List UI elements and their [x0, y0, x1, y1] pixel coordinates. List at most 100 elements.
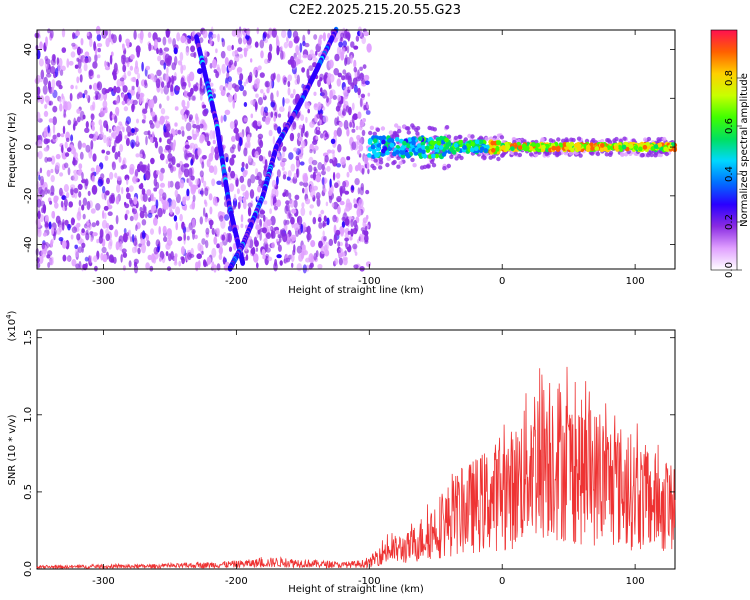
heatmap-noise-cell	[162, 225, 167, 234]
heatmap-noise-cell	[285, 257, 291, 263]
heatmap-noise-cell	[133, 196, 138, 205]
heatmap-noise-cell	[118, 155, 122, 163]
heatmap-noise-cell	[298, 136, 303, 142]
heatmap-noise-cell	[84, 256, 89, 262]
heatmap-noise-cell	[174, 254, 178, 264]
heatmap-noise-cell	[216, 263, 221, 271]
heatmap-noise-cell	[49, 29, 54, 39]
heatmap-carrier-core-cell	[490, 140, 496, 146]
heatmap-noise-cell	[157, 207, 163, 218]
heatmap-noise-cell	[52, 105, 58, 113]
heatmap-noise-cell	[190, 175, 195, 181]
heatmap-noise-cell	[321, 163, 325, 171]
heatmap-noise-cell	[270, 196, 274, 207]
heatmap-noise-cell	[46, 157, 53, 162]
heatmap-noise-cell	[356, 239, 360, 244]
heatmap-noise-cell	[273, 124, 278, 131]
heatmap-noise-cell	[263, 241, 269, 250]
heatmap-noise-cell	[259, 208, 265, 219]
heatmap-noise-cell	[342, 69, 347, 75]
heatmap-carrier-core-cell	[603, 146, 608, 152]
heatmap-noise-cell	[282, 232, 288, 243]
y-tick-label: 0.5	[23, 484, 34, 500]
heatmap-noise-cell	[270, 73, 276, 82]
heatmap-noise-cell	[153, 187, 158, 192]
heatmap-noise-cell	[44, 104, 48, 109]
heatmap-noise-cell	[270, 215, 276, 226]
heatmap-noise-cell	[245, 141, 250, 148]
heatmap-carrier-core-cell	[436, 140, 442, 146]
heatmap-noise-cell	[122, 85, 128, 93]
heatmap-noise-cell	[127, 132, 131, 137]
heatmap-noise-cell	[348, 85, 352, 91]
heatmap-carrier-halo-cell	[499, 135, 505, 140]
heatmap-noise-cell	[307, 108, 311, 114]
heatmap-noise-cell	[235, 132, 240, 142]
heatmap-carrier-core-cell	[407, 137, 413, 143]
heatmap-noise-cell	[178, 169, 182, 179]
heatmap-noise-cell	[102, 185, 106, 194]
heatmap-carrier-core-cell	[474, 139, 480, 145]
heatmap-noise-cell	[61, 47, 67, 53]
heatmap-noise-cell	[342, 180, 347, 188]
heatmap-noise-cell	[50, 239, 53, 248]
heatmap-noise-cell	[357, 87, 361, 96]
heatmap-noise-cell	[113, 62, 118, 73]
heatmap-noise-cell	[62, 96, 66, 105]
heatmap-noise-cell	[361, 36, 367, 45]
heatmap-noise-cell	[269, 208, 272, 215]
heatmap-noise-cell	[275, 188, 279, 198]
heatmap-noise-cell	[76, 108, 81, 114]
heatmap-noise-cell	[253, 253, 259, 263]
heatmap-noise-cell	[142, 108, 148, 114]
heatmap-noise-cell	[135, 45, 141, 54]
heatmap-carrier-core-cell	[528, 145, 533, 151]
heatmap-carrier-core-cell	[451, 150, 457, 155]
heatmap-noise-cell	[308, 164, 313, 173]
heatmap-noise-cell	[319, 113, 323, 120]
heatmap-noise-cell	[67, 223, 71, 231]
heatmap-noise-cell	[123, 106, 129, 112]
heatmap-noise-cell	[151, 131, 155, 138]
heatmap-noise-cell	[121, 186, 124, 195]
heatmap-noise-cell	[48, 100, 54, 106]
heatmap-noise-cell	[87, 255, 91, 265]
heatmap-noise-cell	[37, 139, 43, 148]
heatmap-carrier-halo-cell	[647, 150, 652, 155]
heatmap-noise-cell	[329, 158, 333, 164]
heatmap-carrier-halo-cell	[557, 151, 562, 156]
heatmap-noise-cell	[363, 104, 367, 111]
heatmap-carrier-halo-cell	[653, 153, 658, 158]
heatmap-carrier-core-cell	[431, 153, 436, 159]
heatmap-noise-cell	[271, 28, 277, 38]
heatmap-noise-cell	[247, 155, 252, 163]
heatmap-noise-cell	[195, 178, 200, 185]
heatmap-noise-cell	[65, 137, 70, 142]
heatmap-noise-cell	[70, 184, 76, 190]
heatmap-noise-cell	[298, 153, 303, 159]
heatmap-noise-cell	[287, 59, 293, 65]
heatmap-noise-cell	[204, 133, 210, 143]
heatmap-carrier-halo-cell	[528, 152, 534, 157]
heatmap-noise-cell	[156, 170, 160, 175]
heatmap-noise-cell	[101, 246, 107, 254]
heatmap-carrier-core-cell	[513, 144, 519, 149]
heatmap-noise-cell	[296, 215, 303, 226]
heatmap-noise-cell	[308, 253, 314, 264]
heatmap-noise-cell	[85, 144, 91, 153]
heatmap-carrier-halo-cell	[410, 123, 415, 128]
heatmap-noise-cell	[278, 155, 283, 161]
heatmap-noise-cell	[342, 89, 348, 96]
heatmap-noise-cell	[59, 69, 64, 76]
heatmap-noise-cell	[89, 84, 92, 90]
heatmap-noise-cell	[197, 68, 203, 75]
heatmap-noise-cell	[322, 32, 326, 42]
heatmap-noise-cell	[203, 207, 206, 217]
heatmap-noise-cell	[225, 83, 229, 88]
heatmap-noise-cell	[111, 145, 116, 153]
heatmap-noise-cell	[151, 205, 155, 215]
heatmap-noise-cell	[36, 86, 41, 96]
heatmap-noise-cell	[299, 181, 304, 186]
heatmap-carrier-core-cell	[531, 142, 536, 147]
heatmap-noise-cell	[296, 168, 300, 178]
